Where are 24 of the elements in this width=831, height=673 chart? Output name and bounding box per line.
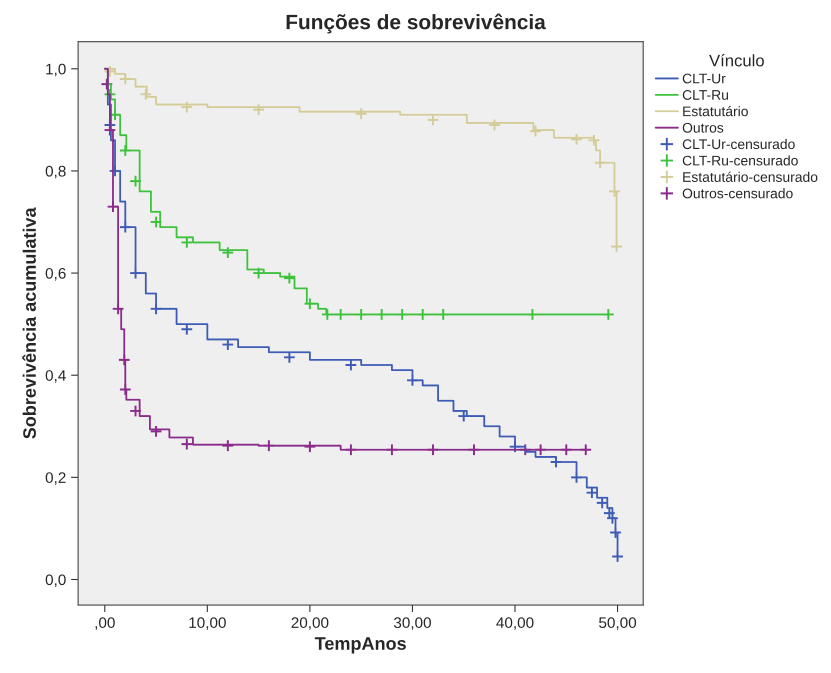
chart-title: Funções de sobrevivência bbox=[286, 14, 546, 34]
y-tick-label: 0,0 bbox=[46, 574, 66, 587]
y-tick-label: 0,2 bbox=[46, 472, 66, 485]
legend-label: CLT-Ru-censurado bbox=[682, 155, 798, 166]
legend-label: Outros-censurado bbox=[682, 188, 793, 198]
y-tick-label: 0,8 bbox=[46, 166, 66, 178]
y-tick-label: 0,4 bbox=[46, 370, 66, 383]
x-tick-label: 40,00 bbox=[496, 617, 534, 630]
x-tick-label: 20,00 bbox=[292, 617, 328, 630]
legend-label: CLT-Ur-censurado bbox=[682, 138, 795, 150]
legend-label: CLT-Ru bbox=[682, 90, 728, 100]
x-tick-label: ,00 bbox=[96, 617, 115, 630]
x-axis-title: TempAnos bbox=[314, 637, 406, 654]
legend-title: Vínculo bbox=[709, 54, 764, 66]
x-tick-label: 30,00 bbox=[394, 617, 431, 630]
legend-label: Estatutário-censurado bbox=[683, 172, 818, 182]
legend-label: Outros bbox=[682, 122, 724, 133]
y-axis-title: Sobrevivência acumulativa bbox=[22, 207, 36, 439]
y-tick-label: 1,0 bbox=[46, 64, 66, 76]
legend-label: CLT-Ur bbox=[682, 74, 726, 84]
legend-label: Estatutário bbox=[683, 106, 748, 116]
x-tick-label: 50,00 bbox=[599, 617, 636, 630]
x-tick-label: 10,00 bbox=[189, 617, 226, 630]
y-tick-label: 0,6 bbox=[46, 268, 66, 281]
